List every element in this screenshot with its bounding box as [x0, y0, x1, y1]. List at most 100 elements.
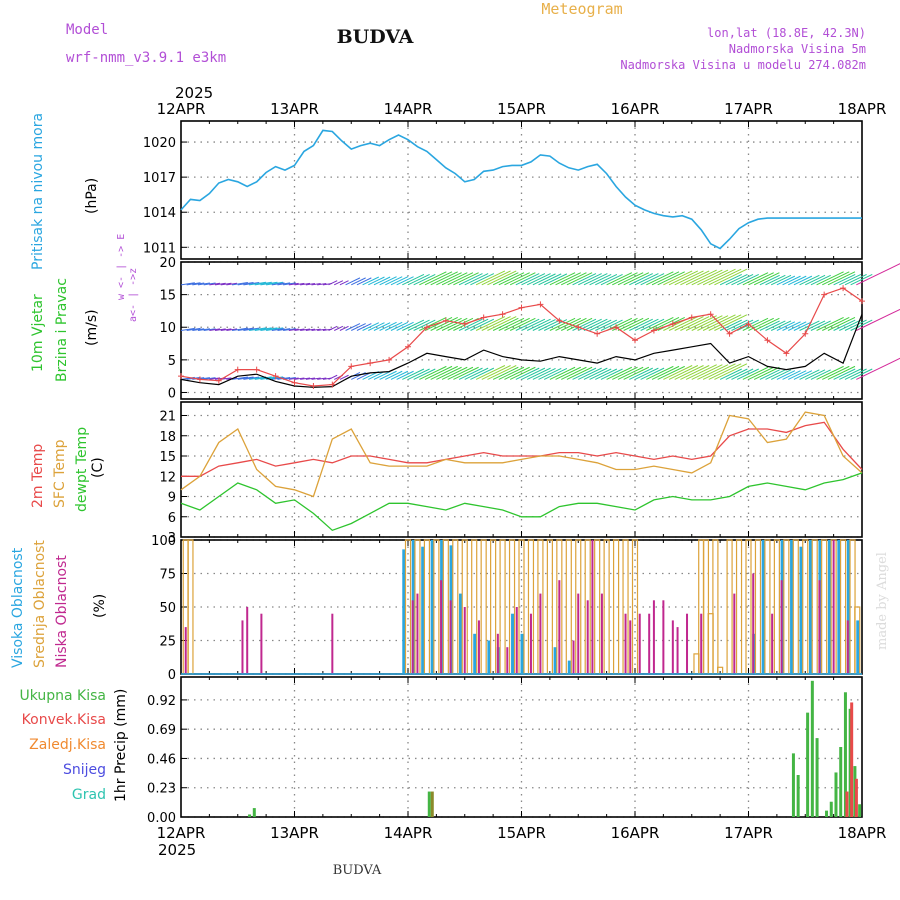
wind-barb	[617, 366, 644, 380]
wind-barb	[629, 367, 653, 380]
wind-barb	[475, 365, 506, 380]
pressure-title: Pritisak na nivou mora	[30, 113, 46, 270]
cloud-ytick-label: 75	[159, 568, 176, 583]
wind-barb	[600, 368, 623, 380]
top-date-label: 12APR	[157, 100, 206, 118]
wind-barb	[413, 319, 436, 331]
wind-barb	[651, 365, 680, 380]
wind-barb	[753, 366, 780, 380]
precip-ytick-label: 0.92	[147, 694, 176, 709]
wind-barb	[390, 370, 409, 380]
wind-barb	[498, 366, 525, 380]
cloud-high-bar	[761, 540, 765, 674]
wind-barb	[243, 376, 260, 380]
wind-gust-marker	[556, 317, 563, 324]
wind-barb	[396, 370, 414, 380]
wind-barb	[595, 273, 618, 286]
wind-barb	[356, 323, 372, 331]
precip-freezing-bar	[430, 791, 434, 817]
temperature-legend: 2m Temp SFC Temp dewpt Temp (C)	[30, 427, 106, 512]
cloud-low-bar	[577, 593, 580, 674]
dewpt-title: dewpt Temp	[74, 427, 90, 512]
wind-barb	[266, 281, 284, 286]
wind-barb	[385, 370, 403, 380]
wind-barb	[731, 319, 754, 331]
wind-barb	[600, 273, 623, 286]
wind-barb	[203, 282, 216, 286]
wind-barb	[402, 368, 425, 380]
wind-legend: 10m Vjetar Brzina i Pravac (m/s) w <- | …	[30, 234, 139, 382]
wind-barb	[555, 366, 581, 380]
model-name: wrf-nmm_v3.9.1 e3km	[66, 50, 226, 66]
wind-barb	[850, 273, 873, 286]
wind-barb	[816, 365, 844, 380]
precip-freezing-title: Zaledj.Kisa	[29, 737, 106, 753]
wind-barb	[810, 274, 831, 286]
wind-gust-marker	[196, 376, 203, 383]
wind-barb	[447, 366, 474, 380]
bottom-date-label: 12APR	[157, 824, 206, 842]
wind-barb	[736, 368, 759, 380]
wind-gust-marker	[669, 320, 676, 327]
wind-barb	[770, 274, 792, 286]
wind-barb	[464, 318, 489, 331]
cloud-high-bar	[421, 546, 425, 674]
wind-barb	[521, 273, 546, 286]
wind-barb	[793, 321, 813, 331]
wind-ytick-label: 15	[159, 289, 176, 304]
wind-barb	[856, 308, 900, 331]
wind-barb	[765, 369, 786, 380]
wind-barb	[277, 328, 291, 331]
wind-barb	[827, 271, 856, 286]
cloud-low-bar	[600, 593, 603, 674]
wind-barb	[226, 282, 238, 286]
wind-barb	[782, 370, 801, 380]
wind-barb	[685, 364, 717, 380]
wind-barb	[481, 365, 511, 380]
wind-barb	[294, 328, 305, 331]
wind-barb	[566, 272, 593, 286]
top-date-label: 18APR	[838, 100, 887, 118]
top-time-axis: 2025 12APR 13APR 14APR 15APR 16APR 17APR 18APR	[157, 84, 887, 118]
sfc-temp-title: SFC Temp	[52, 439, 68, 508]
wind-barb	[697, 364, 729, 380]
cloud-low-bar	[440, 580, 443, 674]
wind-barb	[271, 377, 285, 380]
wind-barb	[844, 273, 867, 286]
wind-barb	[532, 319, 556, 331]
wind-barb	[487, 316, 517, 331]
cloud-ytick-label: 25	[159, 635, 176, 650]
wind-barb	[680, 270, 710, 286]
wind-barb	[504, 317, 530, 331]
wind-barb	[192, 282, 205, 286]
wind-barb	[180, 327, 195, 331]
precip-ytick-label: 0.23	[147, 782, 176, 797]
watermark: made by Angel	[875, 552, 890, 650]
wind-barb	[799, 369, 820, 380]
top-date-label: 17APR	[724, 100, 773, 118]
cloud-low-bar	[662, 600, 665, 674]
wind-barb	[345, 277, 361, 286]
wind-barb	[317, 282, 327, 286]
wind-barb	[646, 271, 674, 286]
bottom-date-label: 18APR	[838, 824, 887, 842]
wind-barb	[379, 321, 397, 331]
wind-barb	[561, 272, 587, 286]
precip-ytick-label: 0.69	[147, 723, 176, 738]
wind-barb	[487, 365, 517, 380]
cloud-low-bar	[780, 580, 783, 674]
wind-barb	[300, 377, 311, 380]
wind-barb	[680, 316, 710, 331]
wind-barb	[793, 275, 813, 286]
wind-barb	[566, 317, 593, 331]
wind-barb	[788, 275, 807, 286]
wind-barb	[640, 273, 665, 286]
wind-gust-marker	[215, 377, 222, 384]
wind-barb	[356, 277, 372, 286]
precip-legend: Ukupna Kisa Konvek.Kisa Zaledj.Kisa Snij…	[19, 688, 129, 803]
wind-barb	[271, 282, 285, 286]
wind-barb	[385, 276, 403, 286]
wind-barb	[515, 367, 540, 380]
wind-panel: 0 5 10 15 20	[159, 256, 900, 401]
wind-barb	[776, 275, 796, 286]
